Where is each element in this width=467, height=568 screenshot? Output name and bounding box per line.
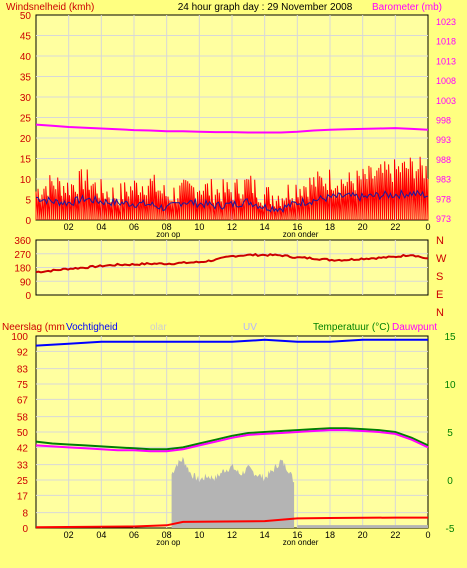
climate-left-tick-label: 67 [17,395,29,406]
barometer-ytick-label: 1013 [436,56,456,66]
wind-direction-series [35,252,429,274]
wind-ytick-label: 35 [20,73,32,84]
barometer-axis-label: Barometer (mb) [372,2,442,13]
climate-panel-sun-annotation: zon onder [283,538,319,547]
direction-compass-label: S [436,271,443,283]
solar-series-area [171,456,295,528]
barometer-ytick-label: 1003 [436,96,456,106]
direction-compass-label: W [436,253,447,265]
barometer-ytick-label: 978 [436,194,451,204]
humidity-axis-label: Vochtigheid [66,322,118,333]
barometer-ytick-label: 1023 [436,17,456,27]
climate-left-tick-label: 92 [17,347,29,358]
barometer-ytick-label: 988 [436,155,451,165]
climate-left-tick-label: 17 [17,491,29,502]
direction-ytick-label: 90 [20,277,32,288]
temperature-ytick-label: 0 [447,476,453,487]
temperature-ytick-label: -5 [446,524,455,535]
climate-panel-xtick-label: 06 [129,530,139,540]
barometer-series [35,123,429,134]
wind-ytick-label: 20 [20,134,32,145]
climate-panel-xtick-label: 14 [260,530,270,540]
temperature-ytick-label: 5 [447,428,453,439]
direction-ytick-label: 270 [14,250,31,261]
temperature-axis-label: Temperatuur (°C) [313,322,390,333]
climate-left-tick-label: 0 [22,524,28,535]
temperature-ytick-label: 10 [444,380,456,391]
barometer-ytick-label: 998 [436,115,451,125]
wind-ytick-label: 30 [20,93,32,104]
wind-ytick-label: 0 [25,216,31,227]
climate-panel-xtick-label: 08 [162,530,172,540]
wind-ytick-label: 15 [20,155,32,166]
wind-ytick-label: 25 [20,114,32,125]
wind-gust-series [35,156,429,221]
barometer-ytick-label: 1008 [436,76,456,86]
climate-panel-xtick-label: 10 [194,530,204,540]
climate-left-tick-label: 8 [22,509,28,520]
climate-panel-xtick-label: 02 [64,530,74,540]
humidity-series [35,338,428,347]
uv-axis-label: UV [243,322,257,333]
direction-compass-label: N [436,235,444,247]
climate-left-tick-label: 83 [17,365,29,376]
climate-left-tick-label: 100 [11,332,28,343]
dewpoint-axis-label: Dauwpunt [392,322,437,333]
wind-panel-sun-annotation: zon onder [283,230,319,239]
rain-axis-label: Neerslag (mm [2,322,65,333]
climate-panel-xtick-label: 04 [96,530,106,540]
wind-panel-xtick-label: 14 [260,222,270,232]
climate-panel-xtick-label: 18 [325,530,335,540]
wind-panel-xtick-label: 22 [390,222,400,232]
climate-panel-xtick-label: 20 [358,530,368,540]
barometer-ytick-label: 973 [436,214,451,224]
climate-left-tick-label: 58 [17,413,29,424]
wind-panel-xtick-label: 12 [227,222,237,232]
wind-average-series [35,188,429,213]
solar-night-band [297,525,428,528]
wind-panel-xtick-label: 02 [64,222,74,232]
wind-panel-xtick-label: 18 [325,222,335,232]
direction-ytick-label: 180 [14,264,31,275]
wind-ytick-label: 50 [20,11,32,22]
climate-left-tick-label: 33 [17,461,29,472]
dewpoint-series [35,429,429,453]
wind-panel-xtick-label: 04 [96,222,106,232]
climate-panel-xtick-label: 0 [425,530,430,540]
wind-panel-sun-annotation: zon op [156,230,181,239]
temperature-ytick-label: 15 [444,332,456,343]
barometer-ytick-label: 993 [436,135,451,145]
climate-left-tick-label: 50 [17,428,29,439]
temperature-series [35,427,429,451]
wind-ytick-label: 5 [25,196,31,207]
wind-panel-xtick-label: 10 [194,222,204,232]
climate-left-tick-label: 75 [17,380,29,391]
wind-panel-xtick-label: 16 [292,222,302,232]
wind-panel-xtick-label: 08 [162,222,172,232]
barometer-ytick-label: 1018 [436,37,456,47]
climate-panel-xtick-label: 16 [292,530,302,540]
barometer-ytick-label: 983 [436,175,451,185]
climate-panel-xtick-label: 12 [227,530,237,540]
wind-ytick-label: 10 [20,175,32,186]
wind-panel-xtick-label: 20 [358,222,368,232]
direction-ytick-label: 360 [14,236,31,247]
climate-left-tick-label: 42 [17,443,29,454]
direction-compass-label: N [436,307,444,319]
chart-title: 24 hour graph day : 29 November 2008 [178,2,353,13]
rain-series [35,516,428,529]
wind-ytick-label: 45 [20,32,32,43]
climate-panel-xtick-label: 22 [390,530,400,540]
wind-panel-xtick-label: 06 [129,222,139,232]
wind-ytick-label: 40 [20,52,32,63]
solar-axis-label: olar [150,322,167,333]
direction-compass-label: E [436,289,443,301]
wind-axis-label: Windsnelheid (kmh) [6,2,94,13]
wind-panel-xtick-label: 0 [425,222,430,232]
climate-panel-sun-annotation: zon op [156,538,181,547]
climate-left-tick-label: 25 [17,476,29,487]
direction-ytick-label: 0 [25,291,31,302]
